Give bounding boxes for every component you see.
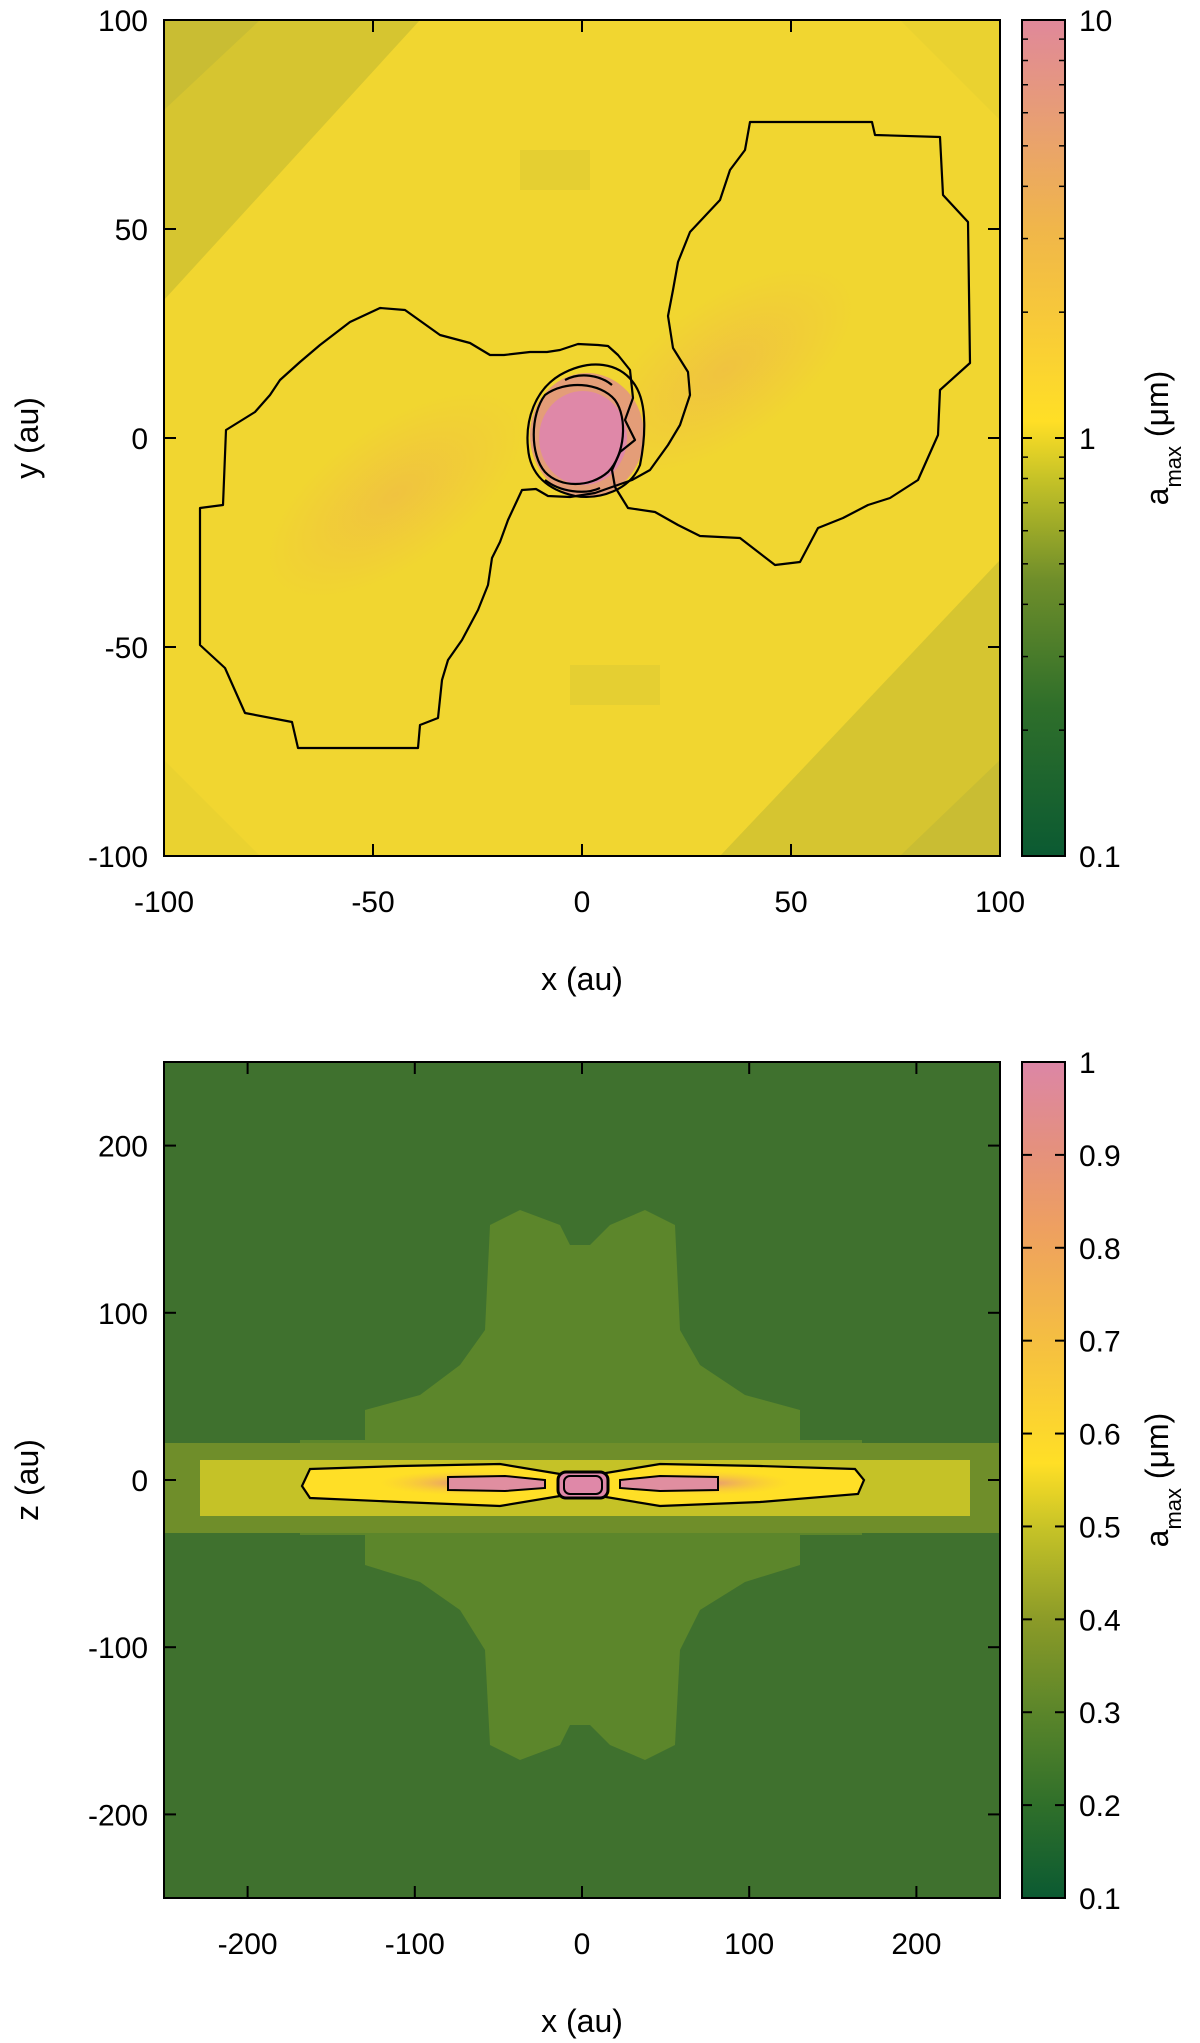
top-corner-upper-left-dark [164, 20, 260, 110]
bottom-colorbar-tick-label: 1 [1079, 1047, 1096, 1080]
bottom-y-tick-label: 0 [131, 1465, 148, 1498]
top-y-tick-label: 100 [98, 5, 148, 38]
top-corner-lower-right [720, 560, 1000, 856]
bottom-central-core [556, 1470, 610, 1500]
bottom-colorbar-tick-label: 0.9 [1079, 1140, 1121, 1173]
bottom-y-tick-label: -200 [88, 1799, 148, 1832]
top-y-tick-label: 0 [131, 423, 148, 456]
bottom-y-tick-label: -100 [88, 1632, 148, 1665]
bottom-y-tick-label: 200 [98, 1131, 148, 1164]
top-x-tick-label: 50 [774, 886, 807, 919]
bottom-x-tick-label: 200 [891, 1928, 941, 1961]
top-heatmap [164, 20, 1000, 856]
bottom-x-ticks: -200 -100 0 100 200 [218, 1062, 941, 1961]
bottom-colorbar-tick-label: 0.4 [1079, 1604, 1121, 1637]
bottom-y-tick-label: 100 [98, 1298, 148, 1331]
top-x-tick-label: 0 [574, 886, 591, 919]
bottom-inner-contour-right [619, 1474, 719, 1493]
bottom-colorbar-label: amax (μm) [1139, 1413, 1186, 1548]
top-lobe-glow-left [265, 391, 525, 599]
top-y-tick-label: 50 [115, 214, 148, 247]
top-colorbar-label: amax (μm) [1139, 371, 1186, 506]
top-colorbar-tick-label: 1 [1079, 423, 1096, 456]
bottom-x-tick-label: 100 [724, 1928, 774, 1961]
top-corner-upper-left [164, 20, 420, 300]
top-colorbar-tick-label: 0.1 [1079, 841, 1121, 874]
top-corner-lower-right-dark [900, 760, 1000, 856]
bottom-colorbar-tick-label: 0.1 [1079, 1883, 1121, 1916]
bottom-x-tick-label: -100 [385, 1928, 445, 1961]
top-y-tick-label: -100 [88, 841, 148, 874]
bottom-central-core-inner [563, 1475, 603, 1495]
top-y-tick-label: -50 [105, 632, 148, 665]
top-colorbar-ticks: 10 1 0.1 [1022, 5, 1121, 874]
top-corner-lower-left [164, 760, 260, 856]
top-outer-contour [198, 120, 972, 750]
bottom-colorbar-tick-label: 0.8 [1079, 1233, 1121, 1266]
top-x-tick-label: -50 [351, 886, 394, 919]
top-clump-fragment [544, 479, 601, 493]
top-patch [570, 665, 660, 705]
bottom-panel: -200 -100 0 100 200 200 100 0 -100 -200 x (au) z… [9, 1047, 1186, 2039]
bottom-x-axis-label: x (au) [541, 2003, 623, 2039]
bottom-colorbar-tick-label: 0.5 [1079, 1511, 1121, 1544]
top-colorbar-tick-label: 10 [1079, 5, 1112, 38]
bottom-colorbar-tick-label: 0.7 [1079, 1326, 1121, 1359]
top-y-axis-label: y (au) [9, 397, 45, 479]
top-inner-contour [526, 363, 646, 498]
bottom-colorbar-tick-label: 0.3 [1079, 1697, 1121, 1730]
top-x-axis-label: x (au) [541, 961, 623, 997]
top-clump-fragment [564, 374, 613, 386]
bottom-colorbar-tick-label: 0.2 [1079, 1790, 1121, 1823]
bottom-colorbar-tick-label: 0.6 [1079, 1419, 1121, 1452]
top-corner-upper-right [900, 20, 1000, 120]
bottom-heatmap [164, 1062, 1000, 1898]
bottom-x-tick-label: 0 [574, 1928, 591, 1961]
top-x-ticks: -100 -50 0 50 100 [134, 20, 1025, 919]
top-lobe-glow-right [595, 266, 855, 474]
top-x-tick-label: 100 [975, 886, 1025, 919]
top-x-tick-label: -100 [134, 886, 194, 919]
top-clump-contour [532, 383, 625, 485]
bottom-inner-contour-left [447, 1474, 546, 1493]
top-panel: -100 -50 0 50 100 100 50 0 -50 -100 x (au) y (au… [9, 5, 1186, 997]
top-y-ticks: 100 50 0 -50 -100 [88, 5, 1000, 874]
top-patch [520, 150, 590, 190]
bottom-y-axis-label: z (au) [9, 1439, 45, 1521]
bottom-colorbar [1021, 1061, 1066, 1899]
bottom-x-tick-label: -200 [218, 1928, 278, 1961]
bottom-colorbar-ticks: 1 0.9 0.8 0.7 0.6 0.5 0.4 0.3 0.2 0.1 [1022, 1047, 1121, 1916]
bottom-y-ticks: 200 100 0 -100 -200 [88, 1131, 1000, 1832]
top-central-clump [539, 391, 627, 485]
